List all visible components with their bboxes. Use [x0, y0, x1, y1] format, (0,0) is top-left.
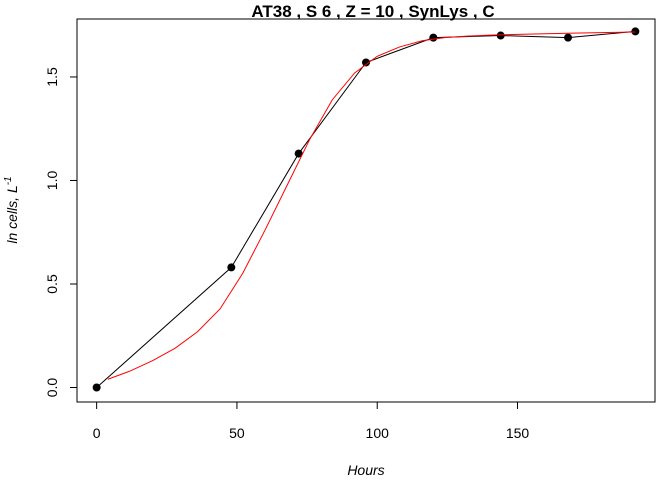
y-axis-label-superscript: -1 [3, 176, 14, 185]
series-0-line [96, 30, 636, 388]
series-0-point [429, 33, 438, 42]
x-tick-label: 150 [506, 425, 530, 441]
y-axis-label-text: ln cells, L [4, 185, 20, 243]
x-tick-label: 50 [229, 425, 245, 441]
series-0-point [227, 263, 236, 272]
x-tick-label: 0 [93, 425, 101, 441]
y-tick-label: 0.0 [44, 378, 60, 398]
series-layer [92, 27, 640, 392]
plot-frame [76, 18, 656, 403]
series-0-point [631, 27, 640, 36]
series-0-point [496, 31, 505, 40]
series-1-line [107, 31, 636, 380]
series-0-point [294, 149, 303, 158]
y-tick-label: 1.0 [44, 171, 60, 191]
y-tick-label: 1.5 [44, 67, 60, 87]
series-0-point [564, 33, 573, 42]
series-0-point [362, 58, 370, 67]
x-axis: 0 50 100 150 [93, 401, 530, 441]
y-axis: 0.0 0.5 1.0 1.5 [44, 67, 78, 398]
x-axis-label: Hours [347, 462, 384, 478]
x-tick-label: 100 [366, 425, 390, 441]
chart-title: AT38 , S 6 , Z = 10 , SynLys , C [251, 2, 494, 21]
series-0-point [92, 383, 101, 392]
y-axis-label: ln cells, L-1 [3, 176, 20, 243]
y-tick-label: 0.5 [44, 274, 60, 294]
